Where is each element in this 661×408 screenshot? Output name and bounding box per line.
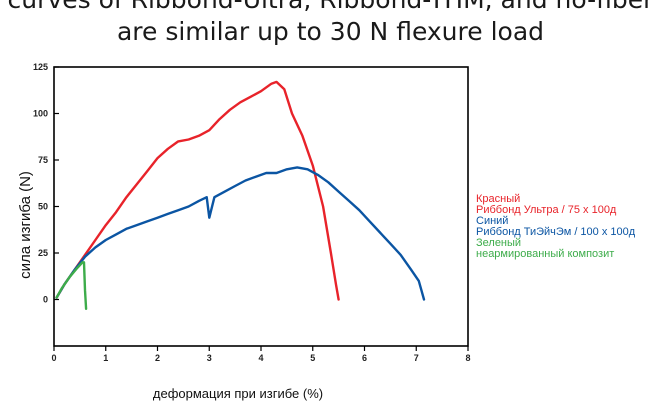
y-axis-title: сила изгиба (N) (17, 171, 34, 279)
y-tick-label: 100 (33, 109, 48, 119)
x-tick-label: 6 (362, 353, 367, 363)
chart-series (55, 80, 426, 310)
y-tick-label: 75 (38, 155, 48, 165)
chart-axes: 0 1 2 3 4 5 6 7 8 0 25 50 75 100 125 (33, 62, 471, 363)
green-series-line (55, 261, 88, 310)
x-tick-label: 4 (258, 353, 263, 363)
legend-green-line-0: Зеленый (476, 237, 521, 249)
x-tick-label: 3 (207, 353, 212, 363)
y-tick-label: 0 (43, 295, 48, 305)
legend-red-line-0: Красный (476, 193, 520, 205)
plot-frame (53, 66, 469, 347)
chart-title-line-1: curves of Ribbond-Ultra, Ribbond-THM, an… (0, 0, 661, 14)
x-tick-label: 5 (310, 353, 315, 363)
x-tick-label: 2 (155, 353, 160, 363)
red-series-line (55, 80, 340, 301)
legend-blue-line-0: Синий (476, 215, 508, 227)
x-tick-label: 1 (103, 353, 108, 363)
x-axis-title: деформация при изгибе (%) (153, 386, 323, 401)
chart-title-line-2: are similar up to 30 N flexure load (116, 17, 545, 46)
y-tick-label: 50 (38, 202, 48, 212)
y-tick-label: 125 (33, 62, 48, 72)
legend-green-line-1: неармированный композит (476, 248, 614, 260)
blue-series-line (55, 166, 426, 301)
x-tick-label: 0 (51, 353, 56, 363)
x-tick-label: 8 (465, 353, 470, 363)
y-tick-label: 25 (38, 248, 48, 258)
x-tick-label: 7 (414, 353, 419, 363)
legend-blue-line-1: Риббонд ТиЭйчЭм / 100 x 100д (476, 226, 636, 238)
legend-red-line-1: Риббонд Ультра / 75 x 100д (476, 204, 617, 216)
